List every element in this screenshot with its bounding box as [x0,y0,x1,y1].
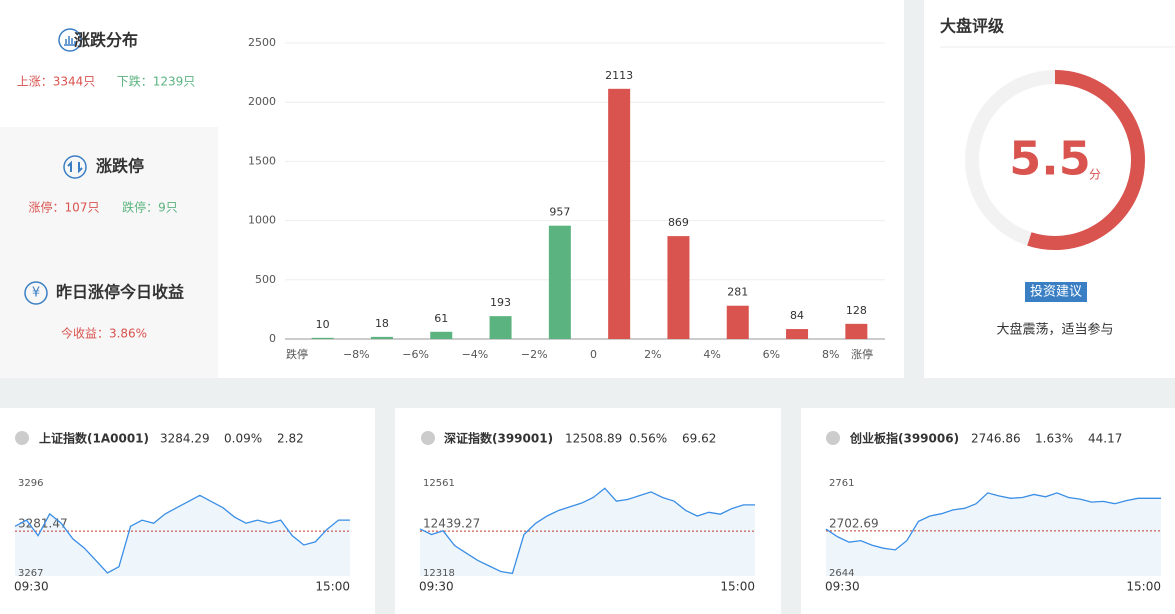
index-pct: 0.09% [224,432,262,446]
index-change: 2.82 [277,432,304,446]
index-change: 69.62 [682,432,716,446]
y-tick-label: 1000 [248,214,276,227]
y-tick-label: 2761 [829,478,854,489]
advice: 大盘震荡，适当参与 [996,322,1113,338]
score: 5.5 [1009,132,1091,186]
icon [24,281,48,305]
icon: ¥ [32,286,40,301]
y-tick-label: 0 [269,332,276,345]
data-label: 869 [668,216,689,229]
x-tick-label: 4% [703,348,720,361]
gauge-arc [1027,70,1145,250]
icon [58,28,82,52]
bar [786,329,809,339]
index-price: 3284.29 [160,432,210,446]
area [15,495,350,576]
x-tick-label: −2% [521,348,548,361]
x-tick-label: 09:30 [14,580,49,594]
bar [489,316,512,339]
index-pct: 1.63% [1035,432,1073,446]
unit: 分 [1089,168,1101,182]
x-tick-label: 15:00 [720,580,755,594]
x-tick-label: 8% [822,348,839,361]
index-name: 上证指数(1A0001) [39,431,149,446]
data-label: 957 [549,206,570,219]
y-tick-label: 500 [255,273,276,286]
y-tick-label: 12561 [423,478,455,489]
x-tick-label: 09:30 [825,580,860,594]
line [14,494,350,574]
reference-label: 3281.47 [18,517,68,531]
bar [548,225,571,339]
x-tick-label: −4% [462,348,489,361]
data-label: 128 [846,304,867,317]
bar [667,236,690,339]
x-tick-label: 15:00 [1126,580,1161,594]
x-tick-label: 跌停 [286,347,308,361]
button-label[interactable]: 投资建议 [1030,284,1082,300]
data-label: 10 [316,318,330,331]
stat: 下跌：1239只 [117,74,196,89]
stat: 上涨：3344只 [17,74,96,89]
x-tick-label: −6% [402,348,429,361]
button[interactable] [1025,282,1087,302]
bar [370,336,393,339]
section-title: 涨跌分布 [74,31,138,50]
x-tick-label: 2% [644,348,661,361]
x-tick-label: 09:30 [419,580,454,594]
stat: 今收益：3.86% [61,326,147,341]
stat: 跌停：9只 [122,200,178,215]
bar [430,331,453,339]
x-tick-label: 6% [763,348,780,361]
section-title: 涨跌停 [96,157,144,176]
rating-title: 大盘评级 [940,17,1005,36]
section-title: 昨日涨停今日收益 [56,283,184,302]
x-tick-label: 涨停 [851,347,873,361]
icon [67,160,83,174]
line [419,487,755,575]
y-tick-label: 12318 [423,568,455,579]
data-label: 61 [434,312,448,325]
index-pct: 0.56% [629,432,667,446]
icon [64,36,76,46]
x-tick-label: −8% [343,348,370,361]
area [826,492,1161,576]
y-tick-label: 1500 [248,154,276,167]
bar [726,305,749,339]
data-label: 281 [727,286,748,299]
y-tick-label: 2644 [829,568,854,579]
x-tick-label: 15:00 [315,580,350,594]
clock-icons [15,431,840,445]
data-label: 18 [375,317,389,330]
line [825,492,1161,551]
data-label: 193 [490,296,511,309]
data-label: 2113 [605,69,633,82]
icon [63,155,87,179]
data-label: 84 [790,309,804,322]
y-tick-label: 3296 [18,478,43,489]
bar [608,88,631,339]
y-tick-label: 3267 [18,568,43,579]
reference-label: 2702.69 [829,516,879,530]
stat: 涨停：107只 [29,200,100,215]
area [420,488,755,576]
index-price: 12508.89 [565,432,622,446]
y-tick-label: 2000 [248,95,276,108]
index-name: 创业板指(399006) [849,431,959,446]
bar [845,323,868,339]
y-tick-label: 2500 [248,36,276,49]
bar [311,337,334,339]
left-grey [0,127,218,378]
index-price: 2746.86 [971,432,1021,446]
reference-label: 12439.27 [423,517,480,531]
index-name: 深证指数(399001) [444,431,553,446]
index-change: 44.17 [1088,432,1122,446]
x-tick-label: 0 [590,348,597,361]
